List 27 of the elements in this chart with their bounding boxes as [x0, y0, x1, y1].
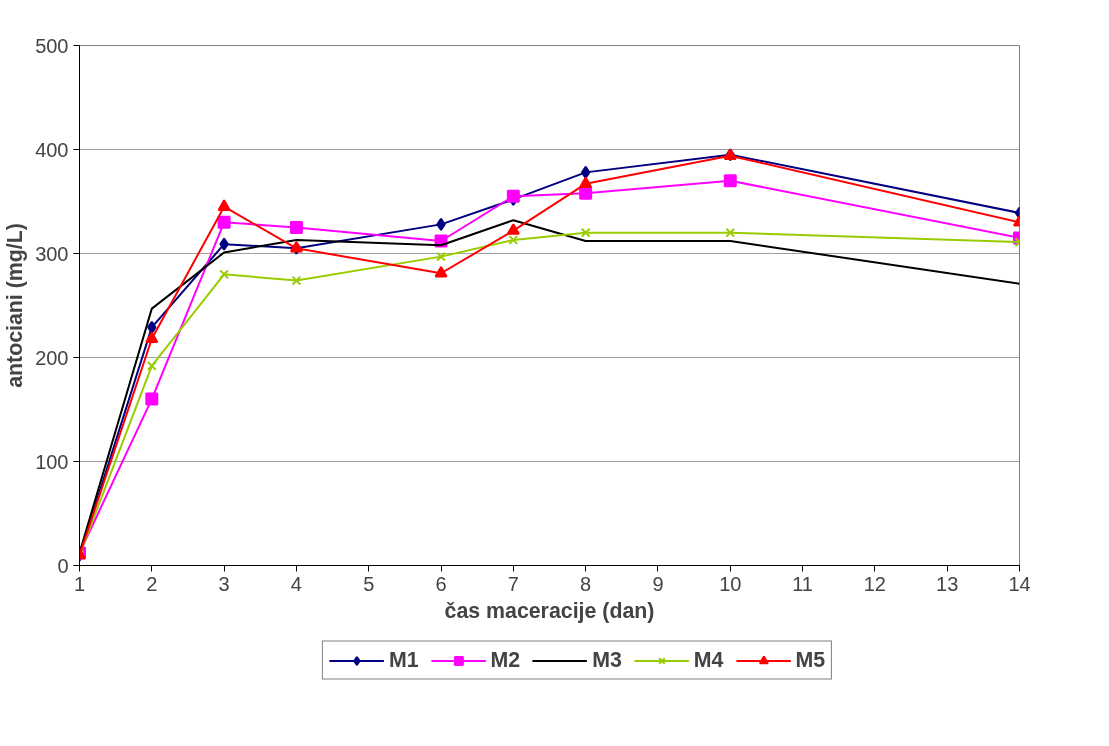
y-tick-label: 0	[57, 554, 69, 577]
legend-label: M5	[795, 647, 826, 673]
y-tick-label: 100	[35, 450, 69, 473]
x-tick-label: 13	[936, 572, 959, 595]
legend-label: M4	[693, 647, 724, 673]
x-tick-label: 4	[290, 572, 302, 595]
legend-label: M1	[388, 647, 419, 673]
x-tick-label: 9	[652, 572, 664, 595]
x-tick-label: 3	[218, 572, 230, 595]
x-tick-label: 1	[73, 572, 86, 595]
y-tick-label: 200	[35, 346, 69, 369]
legend-label: M2	[490, 647, 521, 673]
y-tick-label: 300	[35, 242, 69, 265]
x-axis-title: čas maceracije (dan)	[444, 598, 655, 623]
x-tick-label: 12	[863, 572, 887, 595]
x-tick-label: 14	[1008, 572, 1031, 595]
x-tick-label: 7	[507, 572, 519, 595]
y-axis-title: antociani (mg/L)	[3, 223, 28, 388]
x-tick-label: 11	[792, 572, 813, 595]
legend-label: M3	[592, 647, 622, 673]
x-tick-label: 6	[435, 572, 447, 595]
y-tick-label: 400	[35, 138, 69, 161]
x-tick-label: 8	[580, 572, 592, 595]
y-tick-label: 500	[35, 34, 69, 57]
x-tick-label: 2	[146, 572, 158, 595]
x-tick-label: 5	[363, 572, 375, 595]
x-tick-label: 10	[719, 572, 742, 595]
